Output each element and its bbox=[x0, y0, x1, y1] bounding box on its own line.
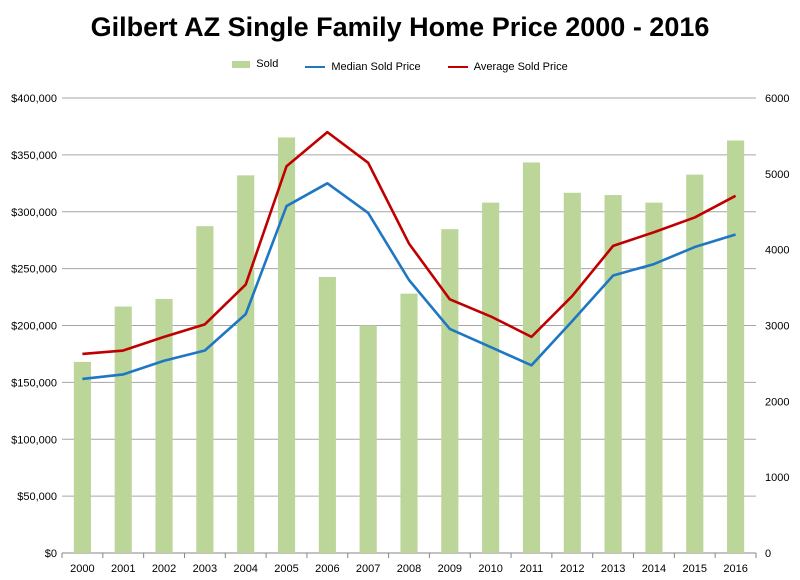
bar-sold bbox=[237, 175, 255, 553]
x-tick-label: 2013 bbox=[601, 563, 625, 575]
y-right-tick-label: 3000 bbox=[765, 321, 789, 333]
y-left-tick-label: $0 bbox=[45, 548, 57, 560]
x-tick-label: 2014 bbox=[642, 563, 666, 575]
bar-sold bbox=[686, 174, 704, 553]
y-right-tick-label: 1000 bbox=[765, 472, 789, 484]
legend-swatch-median bbox=[305, 65, 326, 68]
x-tick-label: 2010 bbox=[478, 563, 502, 575]
legend-item-median: Median Sold Price bbox=[305, 60, 421, 73]
y-left-tick-label: $400,000 bbox=[11, 93, 57, 105]
x-tick-label: 2004 bbox=[233, 563, 257, 575]
x-tick-label: 2008 bbox=[397, 563, 421, 575]
legend-label-sold: Sold bbox=[256, 58, 279, 70]
bar-sold bbox=[563, 192, 581, 553]
legend-item-sold: Sold bbox=[232, 58, 278, 70]
x-tick-label: 2009 bbox=[438, 563, 462, 575]
bar-sold bbox=[604, 195, 622, 554]
chart-title: Gilbert AZ Single Family Home Price 2000… bbox=[90, 12, 710, 42]
y-left-tick-label: $150,000 bbox=[11, 377, 57, 389]
line-average-sold-price bbox=[82, 130, 737, 356]
bar-sold bbox=[645, 202, 663, 553]
legend-item-average: Average Sold Price bbox=[447, 60, 568, 73]
y-left-tick-label: $350,000 bbox=[11, 150, 57, 162]
x-tick-label: 2001 bbox=[111, 563, 135, 575]
y-right-tick-label: 5000 bbox=[765, 169, 789, 181]
legend-label-average: Average Sold Price bbox=[473, 60, 568, 73]
x-tick-label: 2012 bbox=[560, 563, 584, 575]
y-left-tick-label: $300,000 bbox=[11, 207, 57, 219]
legend-label-median: Median Sold Price bbox=[331, 60, 421, 73]
x-tick-label: 2002 bbox=[152, 563, 176, 575]
bar-sold bbox=[114, 306, 132, 553]
y-right-tick-label: 2000 bbox=[765, 396, 789, 408]
bar-sold bbox=[73, 361, 91, 553]
y-left-tick-label: $50,000 bbox=[17, 491, 57, 503]
bar-sold bbox=[727, 140, 745, 553]
x-tick-label: 2015 bbox=[683, 563, 707, 575]
bar-sold bbox=[359, 325, 377, 553]
bar-sold bbox=[522, 162, 541, 554]
x-tick-label: 2003 bbox=[193, 563, 217, 575]
x-tick-label: 2016 bbox=[723, 563, 747, 575]
legend: Sold Median Sold Price Average Sold Pric… bbox=[0, 58, 800, 73]
bar-sold bbox=[400, 293, 418, 553]
y-right-tick-label: 4000 bbox=[765, 245, 789, 257]
x-tick-label: 2006 bbox=[315, 563, 339, 575]
bar-sold bbox=[441, 229, 459, 554]
y-right-tick-label: 0 bbox=[765, 548, 771, 560]
legend-swatch-sold bbox=[232, 60, 251, 68]
y-right-tick-label: 6000 bbox=[765, 93, 789, 105]
line-median-sold-price bbox=[82, 182, 736, 381]
bar-sold bbox=[277, 137, 296, 553]
bar-sold bbox=[482, 202, 500, 553]
y-left-tick-label: $200,000 bbox=[11, 321, 57, 333]
y-left-tick-label: $100,000 bbox=[11, 434, 57, 446]
x-tick-label: 2000 bbox=[70, 563, 94, 575]
bar-sold bbox=[318, 276, 336, 553]
legend-swatch-average bbox=[447, 65, 468, 68]
x-tick-label: 2011 bbox=[520, 563, 544, 575]
x-tick-label: 2005 bbox=[274, 563, 298, 575]
y-left-tick-label: $250,000 bbox=[11, 264, 57, 276]
bar-sold bbox=[196, 226, 214, 554]
x-tick-label: 2007 bbox=[356, 563, 380, 575]
